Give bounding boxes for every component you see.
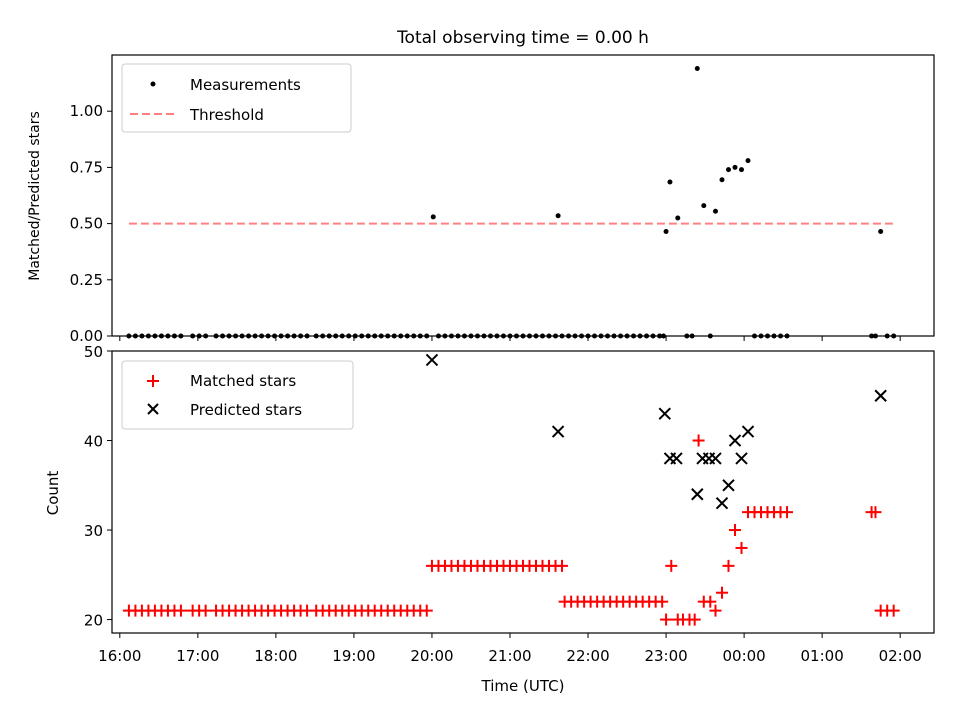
predicted-star-point — [670, 452, 683, 465]
measurement-point — [739, 167, 745, 173]
y-tick-label: 40 — [84, 433, 103, 451]
x-tick-label: 02:00 — [879, 647, 922, 665]
x-tick-label: 22:00 — [566, 647, 609, 665]
matched-star-point — [709, 604, 722, 617]
predicted-star-point — [722, 479, 735, 492]
predicted-star-point — [874, 389, 887, 402]
y-tick-label: 0.00 — [70, 327, 103, 345]
legend-marker-predicted-stars — [147, 403, 159, 415]
top-y-axis: 0.00 0.25 0.50 0.75 1.00 — [70, 102, 112, 345]
measurement-point — [745, 158, 751, 164]
y-tick-label: 50 — [84, 343, 103, 361]
legend-label-measurements: Measurements — [190, 76, 301, 94]
predicted-star-point — [709, 452, 722, 465]
bottom-y-axis: 20 30 40 50 — [84, 343, 112, 630]
bottom-plot-frame — [111, 350, 935, 634]
x-tick-label: 17:00 — [176, 647, 219, 665]
top-panel: Total observing time = 0.00 h 0.000.250.… — [27, 28, 935, 345]
legend-label-matched-stars: Matched stars — [190, 372, 296, 390]
measurement-point — [430, 214, 436, 220]
bottom-y-axis-label: Count — [44, 471, 62, 516]
y-tick-label: 20 — [84, 612, 103, 630]
matched-star-point — [781, 506, 794, 519]
measurement-point — [878, 228, 884, 234]
matched-star-point — [869, 506, 882, 519]
bottom-legend: Matched stars Predicted stars — [121, 360, 354, 430]
x-tick-label: 18:00 — [254, 647, 297, 665]
measurement-point — [719, 177, 725, 183]
x-tick-label: 20:00 — [410, 647, 453, 665]
measurement-point — [726, 167, 731, 173]
matched-star-point — [715, 586, 728, 599]
matched-star-point — [692, 434, 705, 447]
x-tick-label: 23:00 — [644, 647, 687, 665]
y-tick-label: 0.50 — [70, 215, 103, 233]
y-tick-label: 30 — [84, 522, 103, 540]
x-tick-label: 21:00 — [488, 647, 531, 665]
x-tick-label: 16:00 — [98, 647, 141, 665]
predicted-star-point — [658, 407, 671, 420]
measurement-point — [675, 215, 681, 221]
predicted-star-point — [715, 496, 729, 510]
bottom-legend-box — [121, 360, 354, 430]
y-tick-label: 0.25 — [70, 271, 103, 289]
matched-star-point — [174, 604, 187, 617]
matched-star-point — [660, 613, 673, 626]
x-tick-label: 01:00 — [801, 647, 844, 665]
y-tick-label: 1.00 — [70, 102, 103, 120]
y-tick-label: 0.75 — [70, 158, 103, 176]
legend-label-threshold: Threshold — [189, 106, 264, 124]
x-tick-label: 19:00 — [332, 647, 375, 665]
predicted-star-point — [735, 452, 748, 465]
matched-star-point — [688, 613, 701, 626]
matched-star-point — [199, 604, 212, 617]
matched-star-point — [656, 595, 669, 608]
bottom-x-axis: 16:00 17:00 18:00 19:00 20:00 21:00 22:00 23:00… — [98, 633, 922, 665]
matched-star-point — [729, 524, 742, 537]
x-tick-label: 00:00 — [722, 647, 765, 665]
matched-star-point — [704, 595, 717, 608]
predicted-star-point — [425, 353, 439, 367]
matched-star-point — [722, 559, 735, 572]
top-legend-box — [121, 63, 352, 133]
bottom-x-axis-label: Time (UTC) — [481, 677, 565, 695]
matched-star-point — [420, 604, 433, 617]
matched-star-point — [665, 559, 678, 572]
legend-label-predicted-stars: Predicted stars — [190, 401, 302, 419]
matched-star-point — [556, 559, 569, 572]
measurement-point — [663, 228, 669, 234]
measurement-point — [701, 203, 707, 209]
legend-marker-measurements — [150, 81, 156, 87]
measurement-point — [555, 213, 561, 219]
measurement-points-layer — [126, 65, 897, 339]
top-x-ticks — [119, 336, 901, 341]
matched-star-point — [887, 604, 900, 617]
top-y-axis-label: Matched/Predicted stars — [27, 111, 43, 281]
top-legend: Measurements Threshold — [121, 63, 352, 133]
measurement-point — [667, 179, 673, 185]
predicted-star-point — [691, 488, 704, 501]
bottom-panel: 20 30 40 50 16:00 17:00 18:00 19:00 20:00 21:00 2… — [44, 343, 935, 695]
predicted-star-point — [728, 434, 742, 447]
measurement-point — [694, 65, 700, 71]
measurement-point — [732, 164, 738, 170]
star-count-points-layer — [122, 353, 900, 626]
chart-title: Total observing time = 0.00 h — [396, 28, 649, 48]
measurement-point — [712, 208, 718, 214]
top-plot-frame — [111, 54, 935, 337]
predicted-star-point — [551, 425, 565, 438]
legend-marker-matched-stars — [147, 375, 159, 387]
predicted-star-point — [741, 425, 755, 438]
matched-star-point — [735, 541, 748, 554]
